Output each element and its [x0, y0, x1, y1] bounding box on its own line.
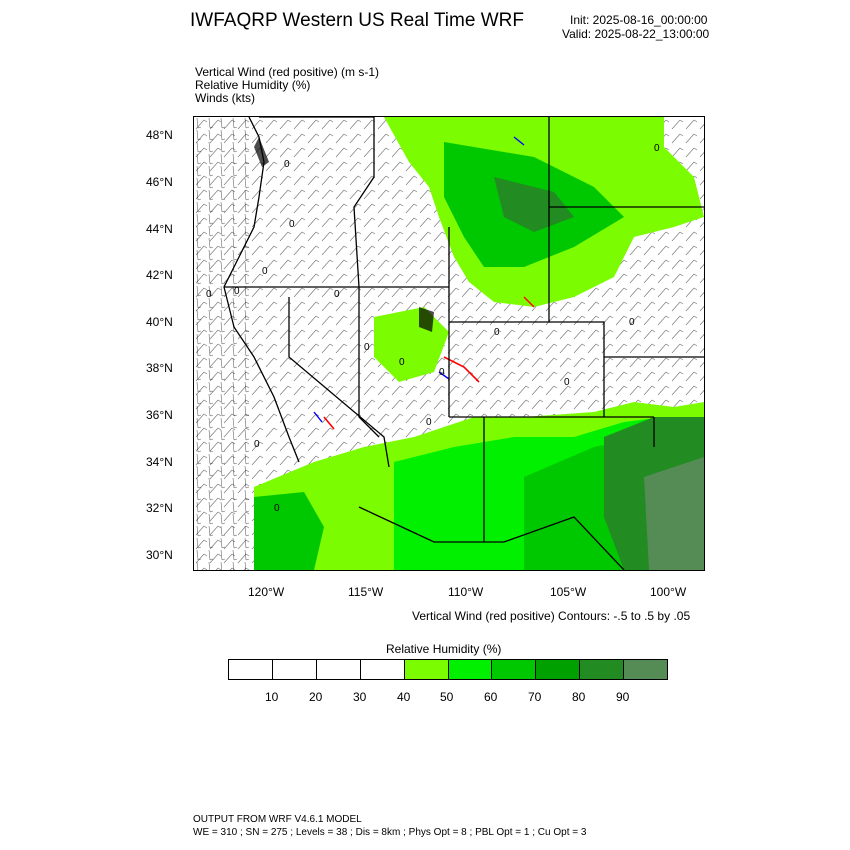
colorbar-label: 10 — [265, 690, 279, 704]
contour-zero-label: 0 — [654, 143, 660, 154]
contour-zero-label: 0 — [629, 317, 635, 328]
lat-label: 48°N — [146, 128, 173, 142]
lon-label: 115°W — [348, 585, 384, 599]
colorbar-box — [624, 660, 668, 679]
colorbar-box — [404, 660, 449, 679]
lat-label: 42°N — [146, 268, 173, 282]
lat-label: 44°N — [146, 222, 173, 236]
lat-label: 40°N — [146, 315, 173, 329]
lon-label: 110°W — [448, 585, 484, 599]
rh-texas-darkest — [644, 457, 704, 570]
lon-label: 100°W — [650, 585, 687, 599]
field-relative-humidity: Relative Humidity (%) — [195, 78, 311, 92]
contour-zero-label: 0 — [206, 289, 212, 300]
lat-label: 32°N — [146, 501, 173, 515]
valid-time: Valid: 2025-08-22_13:00:00 — [562, 27, 710, 41]
lat-label: 36°N — [146, 408, 173, 422]
colorbar-box — [360, 660, 405, 679]
updraft-contour — [443, 356, 480, 383]
contour-zero-label: 0 — [254, 439, 260, 450]
map-canvas: 0 0 0 0 0 0 0 0 0 0 0 0 0 0 0 0 — [194, 117, 704, 570]
updraft-contour — [523, 296, 535, 308]
contour-zero-label: 0 — [426, 417, 432, 428]
colorbar-box — [536, 660, 581, 679]
colorbar-box — [492, 660, 537, 679]
lat-label: 38°N — [146, 361, 173, 375]
rh-north-dark — [494, 177, 574, 232]
colorbar-box — [316, 660, 361, 679]
init-time: Init: 2025-08-16_00:00:00 — [570, 13, 708, 27]
vertical-wind-contours — [313, 136, 535, 430]
puget-sound — [254, 137, 269, 167]
map-title: IWFAQRP Western US Real Time WRF — [190, 10, 524, 31]
field-vertical-wind: Vertical Wind (red positive) (m s-1) — [195, 65, 380, 79]
wind-barbs-coastal — [194, 117, 254, 570]
contour-zero-label: 0 — [262, 266, 268, 277]
us-mexico-border-az — [358, 506, 484, 543]
contour-labels: 0 0 0 0 0 0 0 0 0 0 0 0 0 0 0 0 — [206, 143, 660, 514]
downdraft-contour — [313, 411, 323, 423]
contour-zero-label: 0 — [494, 327, 500, 338]
contour-zero-label: 0 — [334, 289, 340, 300]
us-mexico-border-tx — [503, 516, 625, 570]
idaho-west-border — [353, 117, 375, 288]
colorbar-label: 40 — [397, 690, 411, 704]
rh-baja — [254, 492, 324, 570]
lon-label: 120°W — [248, 585, 285, 599]
nevada-utah-border — [358, 287, 380, 438]
contour-zero-label: 0 — [439, 367, 445, 378]
colorbar-label: 90 — [616, 690, 630, 704]
colorbar-label: 20 — [309, 690, 323, 704]
colorbar-label: 30 — [353, 690, 367, 704]
colorbar-label: 80 — [572, 690, 586, 704]
rh-colorbar — [228, 659, 668, 680]
lat-label: 34°N — [146, 455, 173, 469]
colorbar-box — [229, 660, 273, 679]
colorbar-title: Relative Humidity (%) — [386, 642, 502, 656]
colorbar-box — [272, 660, 317, 679]
downdraft-contour — [438, 371, 450, 380]
model-footer: OUTPUT FROM WRF V4.6.1 MODEL — [193, 814, 362, 825]
contour-zero-label: 0 — [289, 219, 295, 230]
contour-zero-label: 0 — [364, 342, 370, 353]
colorbar-box — [580, 660, 625, 679]
contour-zero-label: 0 — [234, 286, 240, 297]
rh-shading — [254, 117, 704, 570]
colorbar-box — [448, 660, 493, 679]
lat-label: 30°N — [146, 548, 173, 562]
colorbar-label: 70 — [528, 690, 542, 704]
nevada-california-border — [288, 297, 390, 468]
great-salt-lake — [419, 307, 434, 332]
downdraft-contour — [513, 136, 525, 146]
contour-zero-label: 0 — [284, 159, 290, 170]
weather-map: 0 0 0 0 0 0 0 0 0 0 0 0 0 0 0 0 — [193, 116, 705, 571]
updraft-contour — [323, 416, 335, 430]
lat-label: 46°N — [146, 175, 173, 189]
colorbar-label: 60 — [484, 690, 498, 704]
contour-note: Vertical Wind (red positive) Contours: -… — [412, 609, 691, 623]
contour-zero-label: 0 — [274, 503, 280, 514]
model-config: WE = 310 ; SN = 275 ; Levels = 38 ; Dis … — [193, 827, 587, 838]
lon-label: 105°W — [550, 585, 587, 599]
colorbar-label: 50 — [440, 690, 454, 704]
field-winds: Winds (kts) — [195, 91, 255, 105]
colorado-north-border — [449, 321, 605, 417]
contour-zero-label: 0 — [399, 357, 405, 368]
contour-zero-label: 0 — [564, 377, 570, 388]
